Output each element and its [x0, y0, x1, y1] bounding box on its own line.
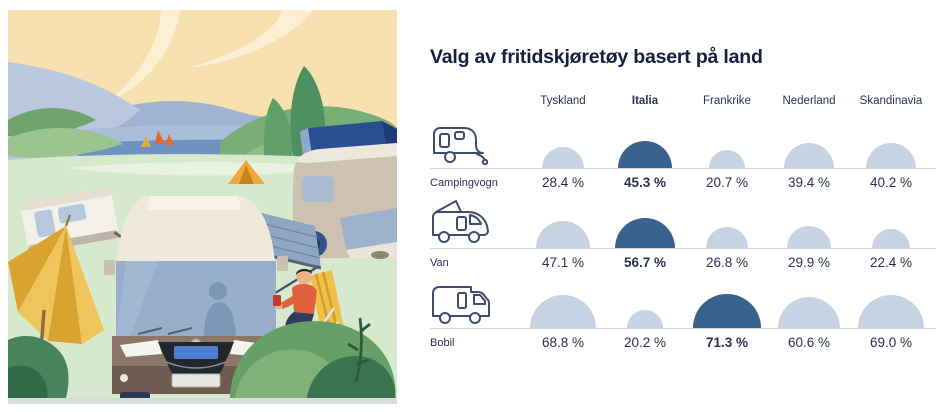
value-semicircle — [541, 146, 585, 168]
value-label: 39.4 % — [787, 175, 831, 190]
column-header-skandinavia: Skandinavia — [859, 95, 923, 107]
value-semicircle — [535, 220, 591, 248]
bubble-cell — [604, 310, 686, 328]
bubble-cell — [850, 142, 932, 168]
value-label: 68.8 % — [541, 335, 585, 350]
caravan — [20, 187, 145, 256]
bubble-row — [430, 278, 936, 329]
ground-strip — [8, 398, 397, 404]
value-semicircle — [706, 227, 748, 248]
vehicle-row: Campingvogn 28.4 % 45.3 % 20.7 % 39.4 % 40.2… — [430, 118, 936, 190]
bubble-cell — [522, 146, 604, 168]
vehicle-label: Van — [430, 257, 449, 269]
value-label: 69.0 % — [869, 335, 913, 350]
column-header-frankrike: Frankrike — [703, 95, 751, 107]
value-label: 56.7 % — [623, 255, 667, 270]
caravan-icon — [433, 127, 488, 165]
column-header-tyskland: Tyskland — [540, 95, 586, 107]
campervan — [292, 121, 397, 259]
value-row: Campingvogn 28.4 % 45.3 % 20.7 % 39.4 % 40.2… — [430, 169, 936, 190]
country-header-row: Tyskland Italia Frankrike Nederland Skandina… — [430, 95, 936, 107]
bubble-cell — [522, 294, 604, 328]
value-semicircle — [618, 141, 672, 168]
value-row: Van 47.1 % 56.7 % 26.8 % 29.9 % 22.4 % — [430, 249, 936, 270]
camping-illustration — [8, 10, 397, 404]
value-semicircle — [627, 310, 663, 328]
driver-silhouette — [204, 282, 236, 337]
bubble-cell — [686, 294, 768, 328]
shore — [68, 162, 338, 176]
bubble-row — [430, 198, 936, 249]
bubble-cell — [686, 149, 768, 168]
bushes — [8, 317, 396, 404]
value-semicircle — [777, 296, 841, 328]
value-semicircle — [857, 294, 925, 328]
column-header-nederland: Nederland — [782, 95, 836, 107]
campervan-icon — [432, 200, 489, 243]
bubble-cell — [768, 296, 850, 328]
value-label: 20.7 % — [705, 175, 749, 190]
value-label: 45.3 % — [623, 175, 667, 190]
bubble-cell — [850, 294, 932, 328]
value-semicircle — [529, 294, 597, 328]
value-label: 40.2 % — [869, 175, 913, 190]
value-semicircle — [708, 149, 746, 168]
vehicle-row: Bobil 68.8 % 20.2 % 71.3 % 60.6 % 69.0 % — [430, 278, 936, 350]
clouds — [108, 10, 313, 102]
bubble-cell — [768, 142, 850, 168]
bubble-cell — [522, 220, 604, 248]
value-semicircle — [783, 142, 835, 168]
left-hills — [8, 108, 123, 158]
value-label: 26.8 % — [705, 255, 749, 270]
bubble-cell — [768, 226, 850, 248]
value-label: 28.4 % — [541, 175, 585, 190]
value-semicircle — [693, 294, 761, 328]
value-label: 20.2 % — [623, 335, 667, 350]
value-label: 71.3 % — [705, 335, 749, 350]
bubble-row — [430, 118, 936, 169]
chart-rows: Campingvogn 28.4 % 45.3 % 20.7 % 39.4 % 40.2… — [430, 118, 936, 350]
value-label: 60.6 % — [787, 335, 831, 350]
header-spacer — [430, 95, 522, 107]
bubble-cell — [604, 217, 686, 248]
bubble-cell — [850, 229, 932, 248]
vehicle-row: Van 47.1 % 56.7 % 26.8 % 29.9 % 22.4 % — [430, 198, 936, 270]
sailboats — [141, 130, 174, 147]
value-label: 47.1 % — [541, 255, 585, 270]
column-header-italia: Italia — [631, 95, 659, 107]
value-semicircle — [872, 229, 910, 248]
bubble-cell — [604, 141, 686, 168]
value-semicircle — [787, 226, 831, 248]
tent — [228, 160, 265, 184]
value-row: Bobil 68.8 % 20.2 % 71.3 % 60.6 % 69.0 % — [430, 329, 936, 350]
chart-title: Valg av fritidskjøretøy basert på land — [430, 46, 763, 68]
vehicle-label: Bobil — [430, 337, 455, 349]
value-label: 29.9 % — [787, 255, 831, 270]
vehicle-label: Campingvogn — [430, 177, 498, 189]
value-label: 22.4 % — [869, 255, 913, 270]
value-semicircle — [614, 217, 676, 248]
bubble-cell — [686, 227, 768, 248]
value-semicircle — [865, 142, 917, 168]
motorhome-icon — [432, 286, 490, 324]
vehicle-choice-chart: Valg av fritidskjøretøy basert på land T… — [430, 46, 936, 358]
